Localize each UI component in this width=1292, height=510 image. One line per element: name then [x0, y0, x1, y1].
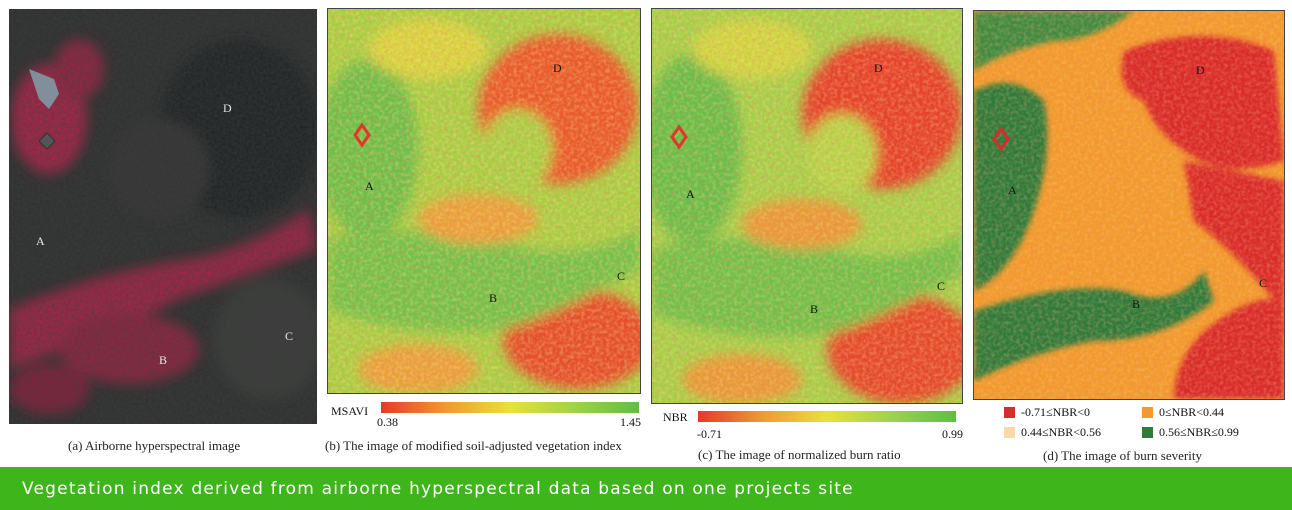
- panel-d-severity: D A B C: [973, 10, 1285, 400]
- colorbar-b-title: MSAVI: [331, 404, 369, 418]
- colorbar-c-min: -0.71: [697, 427, 722, 441]
- colorbar-c-max: 0.99: [942, 427, 963, 441]
- legend-item: 0.44≤NBR<0.56: [1004, 425, 1101, 440]
- legend-label: 0.56≤NBR≤0.99: [1159, 425, 1239, 439]
- legend-item: 0.56≤NBR≤0.99: [1142, 425, 1239, 440]
- legend-label: 0.44≤NBR<0.56: [1021, 425, 1102, 439]
- caption-d: (d) The image of burn severity: [1043, 448, 1202, 463]
- point-label-c: C: [937, 279, 946, 293]
- burn-severity-map: [974, 11, 1284, 399]
- msavi-map: [328, 9, 640, 393]
- legend-item: 0≤NBR<0.44: [1142, 405, 1224, 420]
- point-label-b: B: [159, 353, 168, 367]
- colorbar-b-min: 0.38: [377, 415, 398, 429]
- point-label-c: C: [285, 329, 294, 343]
- point-label-a: A: [1008, 183, 1017, 197]
- point-label-d: D: [1196, 63, 1205, 77]
- panel-b-msavi: D A B C: [327, 8, 641, 394]
- panel-c-nbr: D A B C: [651, 8, 963, 404]
- point-label-c: C: [1259, 276, 1268, 290]
- caption-b: (b) The image of modified soil-adjusted …: [325, 438, 622, 453]
- caption-a: (a) Airborne hyperspectral image: [68, 438, 241, 453]
- legend-swatch: [1004, 407, 1015, 418]
- point-label-b: B: [1132, 297, 1141, 311]
- legend-label: -0.71≤NBR<0: [1021, 405, 1091, 419]
- legend-swatch: [1142, 407, 1153, 418]
- colorbar-c: [698, 411, 956, 422]
- point-label-c: C: [617, 269, 626, 283]
- legend-item: -0.71≤NBR<0: [1004, 405, 1090, 420]
- point-label-b: B: [810, 302, 819, 316]
- caption-c: (c) The image of normalized burn ratio: [698, 447, 901, 462]
- point-label-b: B: [489, 291, 498, 305]
- hyperspectral-image: [9, 9, 317, 424]
- point-label-a: A: [36, 234, 45, 248]
- colorbar-b-max: 1.45: [620, 415, 641, 429]
- legend-swatch: [1142, 427, 1153, 438]
- legend-swatch: [1004, 427, 1015, 438]
- point-label-d: D: [223, 101, 232, 115]
- point-label-d: D: [874, 61, 883, 75]
- nbr-map: [652, 9, 962, 403]
- caption-banner: Vegetation index derived from airborne h…: [0, 467, 1292, 510]
- colorbar-c-title: NBR: [663, 410, 688, 424]
- point-label-a: A: [686, 187, 695, 201]
- point-label-a: A: [365, 179, 374, 193]
- banner-text: Vegetation index derived from airborne h…: [22, 479, 854, 499]
- panel-a-image: D A B C: [9, 9, 317, 424]
- legend-label: 0≤NBR<0.44: [1159, 405, 1225, 419]
- colorbar-b: [381, 402, 639, 413]
- point-label-d: D: [553, 61, 562, 75]
